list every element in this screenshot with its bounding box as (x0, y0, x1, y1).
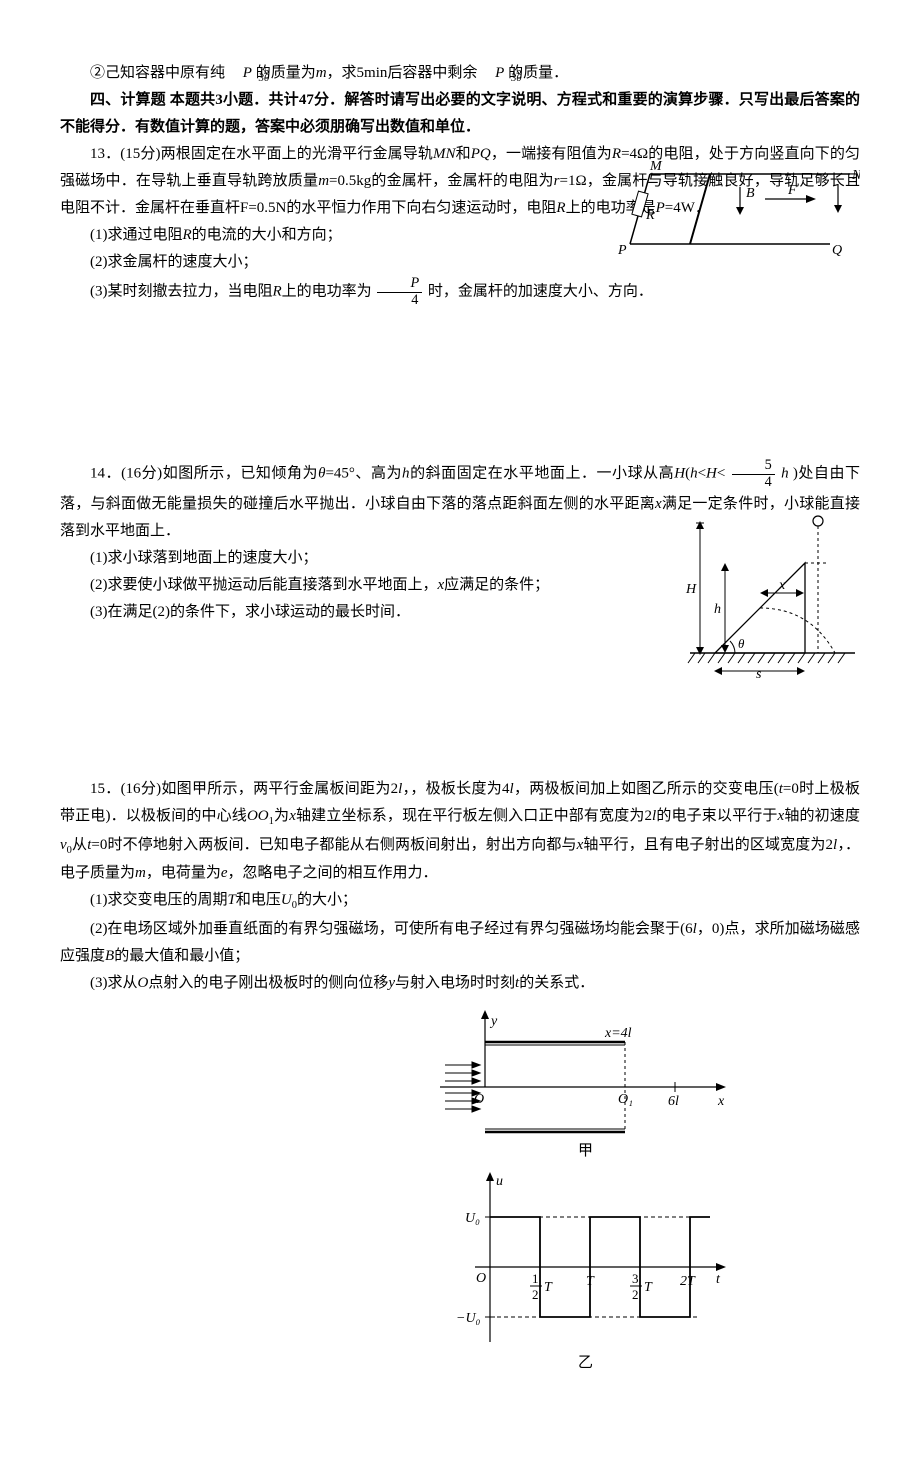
svg-text:M: M (649, 159, 663, 174)
q14-part2: (2)求要使小球做平抛运动后能直接落到水平地面上，x应满足的条件； (60, 572, 640, 599)
svg-text:x=4l: x=4l (604, 1026, 632, 1041)
svg-text:O: O (474, 1092, 484, 1107)
svg-text:−U₀: −U₀ (456, 1311, 481, 1326)
q15-part2: (2)在电场区域外加垂直纸面的有界匀强磁场，可使所有电子经过有界匀强磁场均能会聚… (60, 916, 860, 970)
svg-text:1: 1 (532, 1271, 539, 1286)
section-4-header: 四、计算题 本题共3小题．共计47分．解答时请写出必要的文字说明、方程式和重要的… (60, 87, 860, 141)
svg-text:U₀: U₀ (465, 1211, 480, 1226)
q15-part3: (3)求从O点射入的电子刚出极板时的侧向位移y与射入电场时时刻t的关系式． (60, 970, 860, 997)
svg-text:x: x (778, 578, 786, 593)
svg-text:甲: 甲 (578, 1143, 593, 1157)
problem-13: M N P Q R B F 13．(15分)两根固定在水平面上的光滑平行金属导轨… (60, 141, 860, 418)
problem-15: 15．(16分)如图甲所示，两平行金属板间距为2l，，极板长度为4l，两极板间加… (60, 776, 860, 1388)
nuclide-sub: 15 (229, 63, 270, 82)
q-num: 14． (90, 466, 121, 482)
svg-text:P: P (617, 243, 627, 258)
svg-text:2: 2 (532, 1287, 539, 1302)
svg-text:N: N (851, 168, 860, 183)
line-2-remaining: ②己知容器中原有纯 30 15 P 的质量为m，求5min后容器中剩余 30 1… (60, 60, 860, 87)
voltage-wave-svg: u U₀ −U₀ O t 1 2 T T 3 2 T 2T 乙 (420, 1167, 740, 1377)
svg-text:O: O (476, 1271, 486, 1286)
figure-14: H h x s θ (660, 513, 860, 678)
q-pts: (15分) (120, 146, 160, 162)
nuclide-sub: 15 (481, 63, 522, 82)
svg-text:T: T (544, 1280, 553, 1295)
q15-part1: (1)求交变电压的周期T和电压U0的大小； (60, 887, 860, 916)
svg-text:H: H (685, 582, 697, 597)
figure-13: M N P Q R B F (610, 159, 860, 269)
svg-text:t: t (716, 1272, 721, 1287)
problem-14: H h x s θ 14．(16分)如图所示，已知倾角为θ=45°、高为h的斜面… (60, 458, 860, 735)
q-pts: (16分) (121, 466, 162, 482)
svg-text:6l: 6l (668, 1094, 679, 1109)
svg-text:2: 2 (632, 1287, 639, 1302)
svg-text:3: 3 (632, 1271, 639, 1286)
circuit-rails-svg: M N P Q R B F (610, 159, 860, 269)
q14-part3: (3)在满足(2)的条件下，求小球运动的最长时间． (60, 599, 640, 626)
svg-text:乙: 乙 (578, 1355, 593, 1371)
svg-text:O₁: O₁ (618, 1092, 633, 1107)
svg-text:2T: 2T (680, 1274, 696, 1289)
svg-text:F: F (787, 183, 797, 198)
svg-text:u: u (496, 1174, 503, 1189)
q-num: 15． (90, 781, 121, 797)
plates-svg: y x=4l x O O₁ 6l 甲 (420, 1007, 740, 1157)
svg-text:B: B (746, 186, 755, 201)
svg-text:s: s (756, 667, 762, 678)
svg-text:T: T (586, 1274, 595, 1289)
q15-stem: 15．(16分)如图甲所示，两平行金属板间距为2l，，极板长度为4l，两极板间加… (60, 776, 860, 888)
txt: ，求5min后容器中剩余 (327, 65, 478, 81)
q-num: 13． (90, 146, 120, 162)
svg-text:x: x (717, 1094, 725, 1109)
svg-text:T: T (644, 1280, 653, 1295)
q14-part1: (1)求小球落到地面上的速度大小； (60, 545, 640, 572)
incline-svg: H h x s θ (660, 513, 860, 678)
q13-part3: (3)某时刻撤去拉力，当电阻R上的电功率为 P4 时，金属杆的加速度大小、方向． (60, 276, 860, 308)
var-m: m (316, 65, 327, 81)
figure-15-group: y x=4l x O O₁ 6l 甲 (420, 1007, 860, 1387)
svg-text:R: R (645, 208, 655, 223)
q-pts: (16分) (121, 781, 162, 797)
svg-text:θ: θ (738, 636, 745, 651)
page-content: ②己知容器中原有纯 30 15 P 的质量为m，求5min后容器中剩余 30 1… (60, 60, 860, 1387)
svg-text:h: h (714, 602, 721, 617)
txt: ②己知容器中原有纯 (90, 65, 225, 81)
svg-text:y: y (489, 1014, 498, 1029)
svg-text:Q: Q (832, 243, 842, 258)
